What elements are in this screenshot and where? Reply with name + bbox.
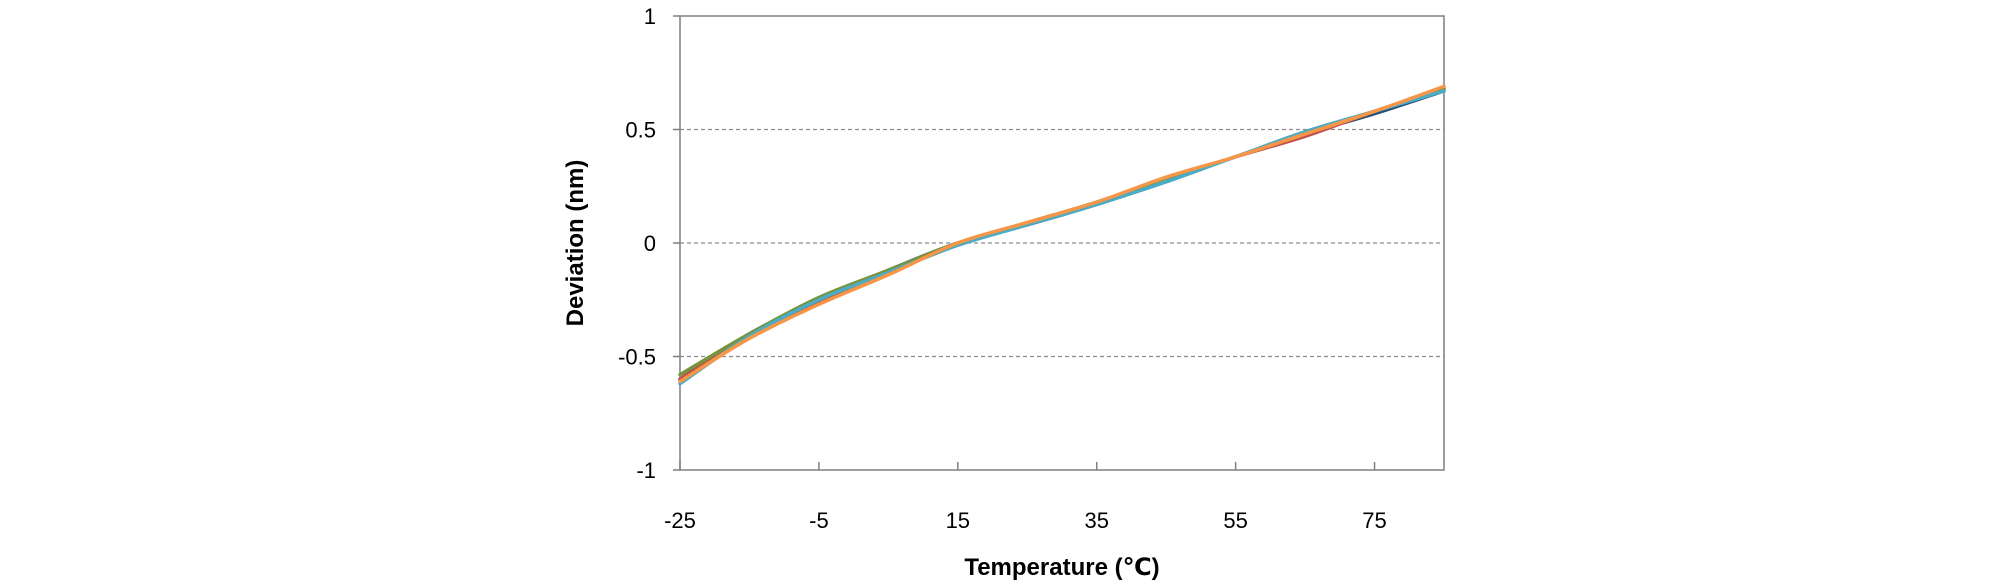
series-line-1 [678,89,1446,381]
x-axis-ticks: -25 -5 15 35 55 75 [664,462,1387,533]
x-tick-label: -5 [809,508,829,533]
x-tick-label: 35 [1084,508,1108,533]
series-line-4 [678,89,1446,386]
grid-lines [680,128,1444,358]
x-tick-label: 15 [946,508,970,533]
series-line-3 [678,86,1446,377]
x-tick-label: 55 [1223,508,1247,533]
x-tick-label: 75 [1362,508,1386,533]
y-tick-label: 1 [644,4,656,29]
y-tick-label: 0 [644,231,656,256]
series-lines [678,84,1446,386]
y-axis-title: Deviation (nm) [562,160,589,327]
series-line-2 [678,86,1446,381]
y-axis-ticks: -1 -0.5 0 0.5 1 [618,4,680,483]
series-line-5 [678,84,1446,384]
x-tick-label: -25 [664,508,696,533]
y-tick-label: 0.5 [625,118,656,143]
x-axis-title: Temperature (℃) [964,554,1159,581]
y-tick-label: -1 [636,458,656,483]
y-tick-label: -0.5 [618,345,656,370]
